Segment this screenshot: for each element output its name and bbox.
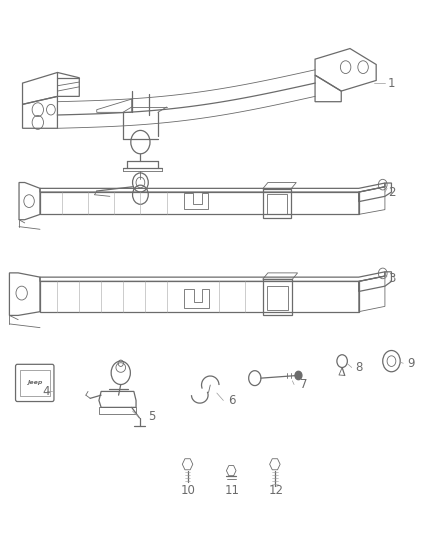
Text: Jeep: Jeep bbox=[27, 381, 42, 385]
Circle shape bbox=[295, 371, 302, 379]
Text: 8: 8 bbox=[355, 361, 362, 374]
Text: 10: 10 bbox=[181, 484, 196, 497]
Text: 6: 6 bbox=[228, 394, 236, 407]
Text: 12: 12 bbox=[268, 484, 283, 497]
Text: 3: 3 bbox=[388, 272, 395, 285]
Text: 2: 2 bbox=[388, 185, 395, 199]
Text: 4: 4 bbox=[43, 385, 50, 398]
Text: 1: 1 bbox=[388, 77, 395, 90]
Text: 5: 5 bbox=[148, 410, 155, 423]
Text: 11: 11 bbox=[225, 484, 240, 497]
Text: 7: 7 bbox=[300, 378, 308, 391]
Text: 9: 9 bbox=[407, 357, 415, 370]
